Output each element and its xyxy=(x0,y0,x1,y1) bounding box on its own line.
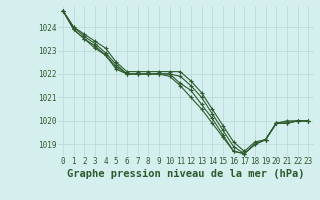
X-axis label: Graphe pression niveau de la mer (hPa): Graphe pression niveau de la mer (hPa) xyxy=(67,169,304,179)
